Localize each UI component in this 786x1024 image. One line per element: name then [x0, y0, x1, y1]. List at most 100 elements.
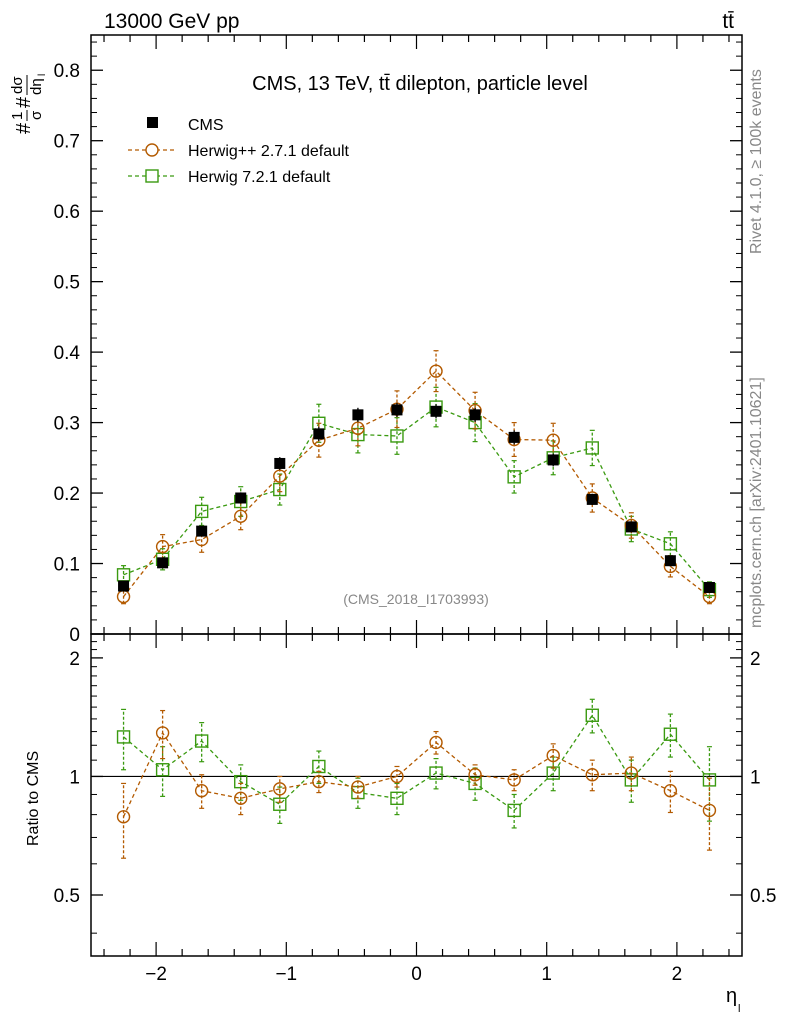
main-herwig7-point — [390, 429, 404, 443]
ratio-herwigpp-point — [624, 766, 639, 780]
legend-cms-label: CMS — [188, 117, 224, 134]
x-tick-label: 2 — [672, 964, 683, 985]
main-y-axis-label: # 1 σ # dσ dη l — [9, 74, 48, 134]
svg-text:#: # — [13, 122, 35, 134]
source-url-label: mcplots.cern.ch [arXiv:2401.10621] — [748, 377, 765, 628]
ratio-herwigpp-point — [429, 735, 443, 750]
main-cms-point — [664, 555, 676, 567]
x-tick-label: −1 — [275, 964, 297, 985]
ratio-herwigpp-point — [585, 768, 599, 782]
ratio-herwigpp-point — [546, 748, 560, 763]
legend-herwig7-marker — [145, 169, 159, 183]
rivet-version-label: Rivet 4.1.0, ≥ 100k events — [748, 69, 765, 254]
legend: CMS Herwig++ 2.7.1 default Herwig 7.2.1 … — [128, 117, 350, 186]
ratio-series — [116, 698, 717, 859]
ratio-herwig7-point — [507, 803, 521, 818]
legend-herwigpp-label: Herwig++ 2.7.1 default — [188, 143, 350, 160]
ratio-herwig7-point — [702, 773, 717, 787]
main-cms-point — [352, 409, 364, 421]
ratio-herwig7-point — [390, 791, 404, 806]
ratio-y-axis-label: Ratio to CMS — [25, 751, 42, 846]
svg-text:σ: σ — [28, 110, 45, 120]
main-cms-point — [469, 409, 481, 421]
ratio-herwigpp-point — [116, 810, 131, 824]
main-y-tick-label: 0.8 — [54, 61, 80, 82]
ratio-herwigpp-point — [390, 769, 404, 784]
main-herwigpp-point — [273, 469, 287, 483]
main-herwigpp-point — [546, 433, 560, 447]
main-cms-point — [586, 493, 598, 505]
ratio-axes: 0.5 0.5 1 1 2 2 −2 −1 0 1 2 — [54, 634, 776, 985]
main-cms-point — [313, 428, 325, 440]
main-y-tick-label: 0.5 — [54, 273, 80, 294]
main-cms-point — [547, 454, 559, 466]
ratio-herwig7-point — [116, 730, 131, 744]
x-tick-label: 0 — [411, 964, 422, 985]
ratio-y-tick-label-right: 0.5 — [750, 886, 776, 907]
legend-cms-marker — [147, 117, 158, 128]
main-cms-point — [508, 431, 520, 443]
ratio-y-tick-label: 2 — [69, 649, 80, 670]
main-y-tick-label: 0.6 — [54, 202, 80, 223]
final-state-label: tt̄ — [722, 10, 734, 33]
ratio-herwigpp-point — [468, 768, 482, 782]
main-y-tick-label: 0.7 — [54, 132, 80, 153]
process-label: 13000 GeV pp — [104, 10, 239, 33]
main-herwig7-point — [194, 504, 209, 519]
main-herwigpp-point — [155, 539, 170, 554]
legend-herwig7-label: Herwig 7.2.1 default — [188, 169, 331, 186]
main-cms-point — [430, 405, 442, 417]
ratio-herwigpp-point — [507, 773, 521, 787]
main-y-tick-label: 0.3 — [54, 414, 80, 435]
ratio-herwigpp-point — [351, 780, 365, 794]
main-cms-point — [391, 404, 403, 416]
main-title: CMS, 13 TeV, tt̄ dilepton, particle leve… — [252, 73, 588, 95]
x-tick-label: −2 — [145, 964, 167, 985]
ratio-herwig7-point — [155, 763, 170, 777]
main-series — [116, 350, 717, 605]
main-cms-point — [196, 525, 208, 537]
main-herwig7-point — [663, 537, 678, 551]
main-herwigpp-point — [429, 364, 443, 378]
x-axis-label: η l — [726, 985, 740, 1015]
main-cms-point — [157, 557, 169, 569]
ratio-herwig7-dashed-line — [123, 714, 710, 812]
main-herwig7-dashed-line — [123, 406, 710, 591]
ratio-herwig7-point — [273, 797, 287, 811]
x-tick-label: 1 — [541, 964, 552, 985]
main-herwigpp-point — [351, 421, 365, 435]
ratio-herwig7-point — [429, 766, 443, 780]
analysis-watermark: (CMS_2018_I1703993) — [343, 591, 489, 607]
svg-text:dσ: dσ — [9, 76, 26, 94]
ratio-herwig7-point — [194, 734, 209, 748]
ratio-y-tick-label: 0.5 — [54, 886, 80, 907]
ratio-y-tick-label: 1 — [69, 767, 80, 788]
main-y-tick-label: 0.2 — [54, 484, 80, 505]
main-cms-point — [235, 492, 247, 504]
svg-text:l: l — [738, 1003, 740, 1015]
ratio-herwigpp-point — [702, 803, 717, 818]
main-y-tick-label: 0.4 — [54, 343, 81, 364]
svg-text:#: # — [13, 96, 35, 108]
svg-text:dη: dη — [28, 78, 45, 95]
main-cms-point — [625, 521, 637, 533]
main-y-tick-label: 0.1 — [54, 555, 80, 576]
main-axes: 0 0.1 0.2 0.3 0.4 0.5 0.6 0.7 0.8 — [54, 35, 742, 646]
ratio-herwig7-point — [585, 708, 599, 722]
ratio-herwigpp-point — [155, 726, 170, 740]
ratio-y-tick-label-right: 1 — [750, 767, 761, 788]
ratio-herwigpp-point — [273, 782, 287, 796]
main-herwig7-point — [507, 470, 521, 484]
ratio-herwigpp-point — [194, 784, 209, 798]
ratio-herwigpp-point — [234, 791, 248, 806]
main-y-tick-label: 0 — [69, 625, 80, 646]
main-herwigpp-point — [234, 509, 248, 524]
ratio-herwigpp-dashed-line — [122, 731, 710, 818]
svg-text:l: l — [37, 74, 48, 76]
main-cms-point — [118, 580, 130, 592]
main-herwig7-point — [273, 482, 287, 497]
main-cms-point — [703, 581, 715, 593]
ratio-herwigpp-point — [312, 774, 326, 789]
legend-herwigpp-marker — [145, 143, 159, 157]
